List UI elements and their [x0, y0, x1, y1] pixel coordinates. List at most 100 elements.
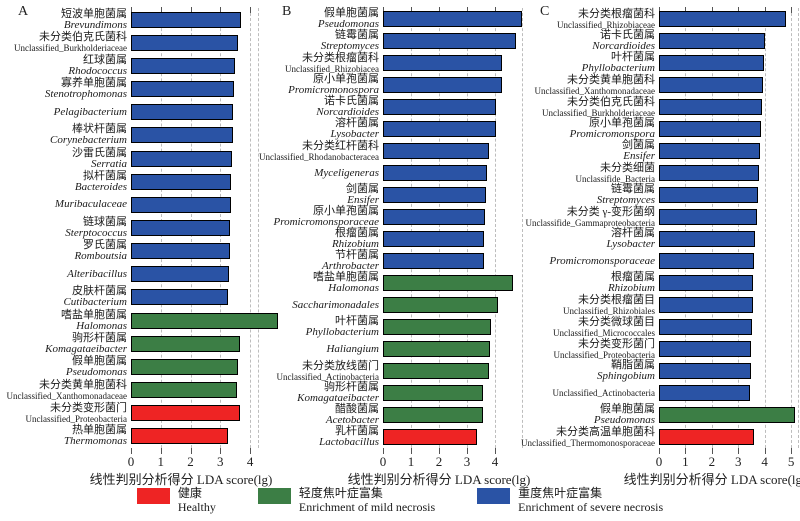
taxon-row: 剑菌属 Ensifer	[525, 140, 799, 162]
x-tick-label: 3	[463, 454, 471, 469]
plot-right-edge	[522, 8, 523, 448]
taxon-label: 链球菌属 Sterptococcus	[0, 216, 131, 239]
x-tick-label: 0	[127, 454, 135, 469]
taxon-row: Pelagibacterium	[0, 101, 259, 124]
lda-bar-severe	[659, 297, 753, 313]
tick-bottom	[190, 448, 192, 454]
taxon-row: 未分类变形菌门 Unclassified_Proteobacteria	[525, 338, 799, 360]
taxon-name-zh: 原小单孢菌属	[313, 205, 379, 217]
gridline	[711, 8, 713, 448]
lda-panel-b: B 假单胞菌属 Pseudomonas 链霉菌属 Streptomyces 未分类根瘤菌…	[258, 0, 533, 500]
taxon-name-zh: 诺卡氏菌属	[324, 95, 379, 107]
gridline	[685, 8, 687, 448]
lda-bar-severe	[659, 165, 759, 181]
taxon-name-latin: Phyllobacterium	[581, 62, 655, 74]
taxon-name-latin: Pseudomonas	[65, 365, 127, 378]
lda-bar-severe	[383, 77, 502, 93]
taxon-row: 链霉菌属 Streptomyces	[525, 184, 799, 206]
taxon-row: 嗜盐单胞菌属 Halomonas	[258, 272, 523, 294]
taxon-label: 未分类伯克氏菌科 Unclassified_Burkholderiaceae	[0, 31, 131, 54]
panel-letter-a: A	[18, 4, 29, 19]
taxon-label: 剑菌属 Ensifer	[258, 184, 383, 206]
taxon-name-latin: Pelagibacterium	[53, 105, 127, 118]
lda-bar-mild	[383, 363, 490, 379]
taxon-row: 假单胞菌属 Pseudomonas	[0, 355, 259, 378]
tick-bottom	[383, 448, 384, 454]
lda-bar-mild	[131, 335, 240, 352]
taxon-row: 未分类放线菌门 Unclassified_Actinobacteria	[258, 360, 523, 382]
legend-severe-zh: 重度焦叶症富集	[518, 486, 603, 500]
lda-bar-severe	[131, 219, 231, 236]
taxon-name-zh: 原小单孢菌属	[313, 73, 379, 85]
lda-bar-severe	[659, 11, 786, 27]
taxon-label: 未分类 γ-变形菌纲 Unclassifide_Gammaproteobacter…	[525, 206, 659, 228]
taxon-row: 红球菌属 Rhodococcus	[0, 54, 259, 77]
lda-bar-healthy	[383, 429, 478, 445]
lda-bar-severe	[383, 231, 485, 247]
taxon-name-latin: Norcardioides	[316, 106, 379, 118]
taxon-name-latin: Haliangium	[326, 342, 379, 355]
taxon-label: 驹形杆菌属 Komagataeibacter	[0, 332, 131, 355]
taxon-name-zh: 未分类 γ-变形菌纲	[566, 205, 655, 218]
taxon-name-zh: 沙雷氏菌属	[72, 146, 127, 159]
taxon-name-latin: Norcardioides	[592, 40, 655, 52]
taxon-name-latin: Myceligeneras	[314, 166, 379, 179]
tick-top	[791, 7, 793, 13]
taxon-row: 原小单孢菌属 Promicromonospora	[258, 74, 523, 96]
taxon-name-zh: 未分类高温单胞菌科	[556, 425, 655, 438]
taxon-name-zh: 溶杆菌属	[335, 117, 379, 129]
taxon-label: Muribaculaceae	[0, 193, 131, 216]
taxon-label: 溶杆菌属 Lysobacter	[258, 118, 383, 140]
taxon-label: 节杆菌属 Arthrobacter	[258, 250, 383, 272]
taxon-label: 假单胞菌属 Pseudomonas	[258, 8, 383, 30]
gridline	[439, 8, 440, 448]
taxon-label: 沙雷氏菌属 Serratia	[0, 147, 131, 170]
taxon-name-zh: 未分类变形菌门	[50, 401, 127, 414]
x-tick-label: 5	[787, 454, 795, 469]
taxon-name-zh: 未分类根瘤菌科	[578, 7, 655, 20]
taxon-label: 罗氏菌属 Romboutsia	[0, 240, 131, 263]
gridline	[791, 8, 793, 448]
taxon-row: 未分类根瘤菌科 Unclassified_Rhizobiaceae	[525, 8, 799, 30]
x-axis-title: 线性判别分析得分 LDA score(lg)	[623, 472, 800, 487]
taxon-name-zh: 热单胞菌属	[72, 424, 127, 437]
taxon-label: 未分类高温单胞菌科 Unclassified_Thermomonosporacea…	[521, 425, 659, 448]
taxon-label: 棒状杆菌属 Corynebacterium	[0, 124, 131, 147]
lda-bar-mild	[383, 385, 484, 401]
lda-bar-mild	[383, 275, 514, 291]
taxon-label: Alteribacillus	[0, 263, 131, 286]
taxon-row: 根瘤菌属 Rhizobium	[525, 272, 799, 294]
taxon-row: 未分类变形菌门 Unclassified_Proteobacteria	[0, 402, 259, 425]
taxon-row: 未分类红杆菌科 Unclassified_Rhodanobacteracea	[258, 140, 523, 162]
taxon-name-latin: Stenotrophomonas	[44, 88, 127, 101]
taxon-name-zh: 寡养单胞菌属	[61, 77, 127, 90]
taxon-name-latin: Arthrobacter	[321, 260, 379, 272]
taxon-row: 未分类微球菌目 Unclassified_Micrococcales	[525, 316, 799, 338]
x-tick-label: 0	[379, 454, 387, 469]
taxon-row: 驹形杆菌属 Komagataeibacter	[258, 382, 523, 404]
taxon-name-latin: Sphingobium	[596, 370, 655, 382]
taxon-label: 热单胞菌属 Thermomonas	[0, 425, 131, 448]
taxon-label: Promicromonsporaceae	[525, 250, 659, 272]
tick-top	[160, 7, 162, 13]
taxon-row: 链球菌属 Sterptococcus	[0, 216, 259, 239]
lda-bar-severe	[131, 243, 230, 260]
lda-bar-mild	[383, 297, 498, 313]
x-axis-title: 线性判别分析得分 LDA score(lg)	[347, 472, 531, 487]
taxon-row: 链霉菌属 Streptomyces	[258, 30, 523, 52]
tick-bottom	[685, 448, 687, 454]
taxon-name-latin: Lactobacillus	[319, 436, 379, 448]
taxon-name-zh: 鞘脂菌属	[611, 359, 655, 371]
taxon-label: 未分类变形菌门 Unclassified_Proteobacteria	[525, 338, 659, 360]
tick-bottom	[764, 448, 766, 454]
taxon-row: 溶杆菌属 Lysobacter	[525, 228, 799, 250]
lda-bar-severe	[383, 165, 488, 181]
lda-bar-severe	[383, 11, 522, 27]
taxon-row: 乳杆菌属 Lactobacillus	[258, 426, 523, 448]
taxon-name-zh: 未分类根瘤菌目	[578, 293, 655, 306]
taxon-label: 皮肤杆菌属 Cutibacterium	[0, 286, 131, 309]
legend-mild-zh: 轻度焦叶症富集	[298, 486, 383, 500]
plot-area	[383, 7, 523, 454]
taxon-name-zh: 链霉菌属	[611, 183, 655, 195]
taxon-name-zh: 未分类细菌	[600, 161, 655, 174]
